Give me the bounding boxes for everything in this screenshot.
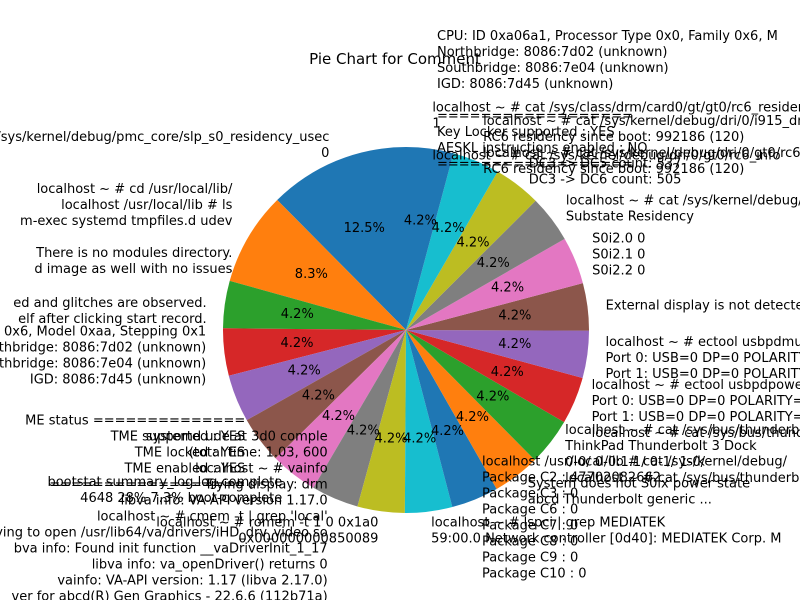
pie-slice bbox=[357, 330, 406, 513]
slice-percent-label: 4.2% bbox=[404, 214, 437, 229]
slice-category-label: System does not S0ix power state abcd Thu… bbox=[528, 476, 750, 507]
slice-category-label: localhost ~ # lspci | grep MEDIATEK 59:00… bbox=[431, 516, 781, 547]
pie-slice bbox=[406, 330, 589, 379]
pie-slice bbox=[275, 330, 406, 488]
slice-category-label: External display is not detected bbox=[606, 298, 800, 313]
slice-percent-label: 4.2% bbox=[403, 431, 436, 446]
slice-category-label: bootstat summary_log.log complete 4648 28… bbox=[47, 475, 282, 506]
pie-slice bbox=[223, 280, 406, 330]
pie-slice bbox=[277, 147, 406, 330]
slice-percent-label: 12.5% bbox=[344, 221, 385, 236]
slice-percent-label: 4.2% bbox=[322, 409, 355, 424]
pie-slices bbox=[223, 147, 589, 513]
slice-category-label: localhost ~ # cat /sys/kernel/debug/dri/… bbox=[483, 114, 800, 177]
slice-category-label: localhost ~ # cd /usr/local/lib/localhos… bbox=[20, 182, 233, 277]
slice-category-label: localhost ~ # cat /sys/class/drm/card0/g… bbox=[432, 100, 800, 163]
slice-percent-label: 4.2% bbox=[432, 221, 465, 236]
slice-category-label: localhost ~ # romem -t 1 0 0x1a0 0x000000… bbox=[156, 515, 378, 546]
pie-slice bbox=[406, 238, 583, 330]
pie-slice bbox=[406, 283, 589, 331]
pie-slice bbox=[404, 330, 453, 513]
slice-percent-label: 4.2% bbox=[476, 390, 509, 405]
pie-slice bbox=[229, 199, 406, 330]
slice-percent-label: 4.2% bbox=[498, 337, 531, 352]
pie-slice bbox=[406, 330, 583, 423]
slice-category-label: DC3 -> DC5 count: 537 DC3 -> DC6 count: 5… bbox=[529, 156, 682, 187]
pie-slice bbox=[228, 330, 406, 421]
slice-percent-labels: 12.5%8.3%4.2%4.2%4.2%4.2%4.2%4.2%4.2%4.2… bbox=[280, 214, 531, 447]
slice-category-label: 0x6, Model 0xaa, Stepping 0x1 thbridge: 8… bbox=[0, 324, 206, 387]
pie-slice bbox=[406, 153, 498, 330]
slice-percent-label: 4.2% bbox=[456, 410, 489, 425]
slice-percent-label: 4.2% bbox=[280, 336, 313, 351]
pie-slice bbox=[406, 330, 565, 461]
slice-percent-label: 4.2% bbox=[431, 424, 464, 439]
pie-slice bbox=[223, 328, 406, 376]
slice-category-label: localhost ~ # ectool usbpdmuxinfoPort 0:… bbox=[605, 335, 800, 382]
pie-slice bbox=[246, 330, 406, 459]
slice-percent-label: 4.2% bbox=[456, 235, 489, 250]
pie-slice bbox=[406, 171, 536, 330]
pie-slice bbox=[406, 147, 454, 330]
slice-category-label: systemd ude at 3d0 comple (total time: 1.… bbox=[0, 429, 328, 600]
slice-percent-label: 4.2% bbox=[347, 424, 380, 439]
pie-slice bbox=[406, 330, 497, 508]
chart-title: Pie Chart for Comment bbox=[309, 50, 481, 68]
slice-percent-label: 4.2% bbox=[288, 364, 321, 379]
slice-percent-label: 4.2% bbox=[477, 256, 510, 271]
slice-category-label: ME status ============== TME supported : … bbox=[25, 413, 245, 492]
slice-percent-label: 4.2% bbox=[491, 281, 524, 296]
slice-category-label: S0i2.0 0 S0i2.1 0 S0i2.2 0 bbox=[592, 231, 645, 278]
pie-slice bbox=[406, 200, 565, 330]
slice-percent-label: 4.2% bbox=[491, 365, 524, 380]
slice-percent-label: 4.2% bbox=[281, 307, 314, 322]
slice-category-label: localhost ~ # cat /sys/bus/thunderbolt/T… bbox=[564, 423, 800, 486]
slice-percent-label: 4.2% bbox=[498, 308, 531, 323]
pie-slice bbox=[406, 330, 535, 489]
slice-percent-label: 4.2% bbox=[302, 389, 335, 404]
slice-percent-label: 4.2% bbox=[374, 431, 407, 446]
side-annotation: CPU: ID 0xa06a1, Processor Type 0x0, Fam… bbox=[437, 29, 778, 172]
slice-percent-label: 8.3% bbox=[295, 267, 328, 282]
slice-category-label: localhost ~ # ectool usbpdpower Port 0: U… bbox=[592, 378, 800, 441]
slice-category-label: /sys/kernel/debug/pmc_core/slp_s0_reside… bbox=[0, 130, 329, 161]
pie-slice bbox=[313, 330, 406, 507]
slice-category-label: localhost /usr/local/lib # cat /sys/kern… bbox=[482, 454, 788, 581]
slice-category-label: ed and glitches are observed. elf after c… bbox=[13, 296, 206, 327]
slice-category-label: localhost ~ # cat /sys/kernel/debug/pmc_… bbox=[566, 194, 800, 225]
